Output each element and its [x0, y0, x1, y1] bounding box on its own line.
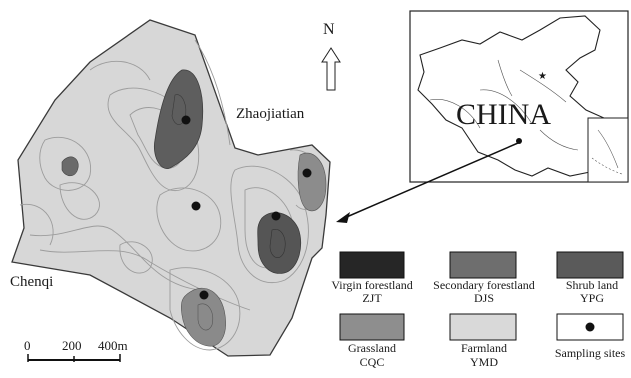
legend-label-secondary-forestland: Secondary forestland	[433, 278, 535, 292]
legend: Virgin forestland ZJT Secondary forestla…	[331, 251, 626, 369]
grassland-patch-northeast	[297, 152, 327, 212]
place-label-zhaojiatian: Zhaojiatian	[236, 106, 305, 122]
shrub-patch-west	[61, 156, 79, 177]
sampling-site-4	[271, 211, 281, 221]
place-label-chenqi: Chenqi	[10, 274, 53, 290]
legend-label-grassland: Grassland	[348, 341, 396, 355]
legend-swatch-virgin-forestland	[339, 251, 405, 279]
inset-country-label: CHINA	[456, 98, 551, 131]
legend-sampling-dot-icon	[585, 322, 595, 332]
legend-swatch-secondary-forestland	[449, 251, 517, 279]
shrub-patch-east	[257, 212, 302, 274]
sampling-site-1	[181, 115, 191, 125]
north-label: N	[323, 21, 335, 38]
legend-code-ymd: YMD	[470, 355, 498, 369]
study-area-outline	[11, 19, 331, 357]
north-arrow: N	[321, 21, 341, 91]
secondary-forest-patch	[153, 69, 204, 169]
capital-star-icon: ★	[538, 71, 547, 82]
contour-lines	[19, 39, 323, 351]
scale-tick-400m: 400m	[98, 338, 128, 353]
inset-china-map: ★ CHINA	[409, 10, 629, 183]
legend-code-ypg: YPG	[580, 291, 604, 305]
legend-swatch-grassland	[339, 313, 405, 341]
legend-swatch-farmland	[449, 313, 517, 341]
legend-code-zjt: ZJT	[362, 291, 382, 305]
sampling-site-5	[199, 290, 209, 300]
legend-code-djs: DJS	[474, 291, 494, 305]
scale-tick-0: 0	[24, 338, 31, 353]
north-arrow-icon	[321, 47, 341, 91]
legend-code-cqc: CQC	[360, 355, 385, 369]
sampling-site-2	[302, 168, 312, 178]
china-outline	[417, 15, 615, 177]
legend-label-sampling-sites: Sampling sites	[555, 346, 626, 360]
pointer-arrowhead-icon	[336, 212, 350, 223]
sampling-site-3	[191, 201, 201, 211]
scale-bar: 0 200 400m	[24, 338, 128, 362]
legend-label-farmland: Farmland	[461, 341, 507, 355]
legend-label-shrub-land: Shrub land	[566, 278, 618, 292]
scale-tick-200: 200	[62, 338, 82, 353]
legend-label-virgin-forestland: Virgin forestland	[331, 278, 412, 292]
grassland-patch-south	[180, 287, 226, 347]
legend-swatch-shrub-land	[556, 251, 624, 279]
